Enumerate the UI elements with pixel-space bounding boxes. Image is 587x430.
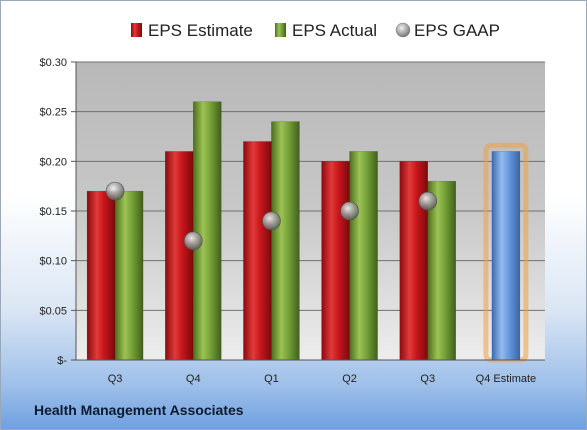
eps-estimate-bar: [321, 161, 350, 361]
y-tick-label: $0.10: [39, 256, 67, 268]
eps-actual-bar: [349, 151, 378, 361]
eps-actual-bar: [427, 180, 456, 361]
eps-gaap-marker: [340, 201, 359, 221]
x-tick-label: Q3: [108, 373, 123, 385]
y-tick-label: $0.30: [39, 57, 67, 69]
y-tick-label: $0.05: [39, 305, 67, 317]
eps-estimate-bar: [165, 151, 194, 361]
eps-gaap-marker: [105, 181, 125, 201]
legend-label: EPS Estimate: [148, 21, 253, 40]
eps-estimate-bar: [399, 161, 428, 361]
legend-swatch: [131, 23, 142, 37]
x-tick-label: Q2: [342, 373, 357, 385]
company-name: Health Management Associates: [34, 402, 244, 418]
legend-label: EPS GAAP: [414, 21, 500, 40]
x-tick-label: Q1: [264, 373, 279, 385]
eps-estimate-bar: [243, 141, 272, 361]
eps-gaap-marker: [183, 231, 203, 251]
y-tick-label: $0.25: [39, 107, 67, 119]
y-tick-label: $-: [57, 355, 67, 367]
legend-swatch: [395, 22, 411, 38]
eps-actual-bar: [271, 121, 300, 361]
y-tick-label: $0.15: [39, 206, 67, 218]
eps-estimate-bar: [86, 190, 116, 361]
legend-swatch: [275, 23, 286, 37]
q4-estimate-bar: [491, 151, 521, 361]
legend-label: EPS Actual: [292, 21, 377, 40]
eps-actual-bar: [114, 190, 144, 361]
x-tick-label: Q3: [420, 373, 435, 385]
x-tick-label: Q4 Estimate: [476, 373, 537, 385]
x-tick-label: Q4: [186, 373, 201, 385]
eps-gaap-marker: [262, 211, 281, 231]
eps-gaap-marker: [418, 191, 438, 211]
y-tick-label: $0.20: [39, 156, 67, 168]
eps-actual-bar: [193, 101, 222, 361]
